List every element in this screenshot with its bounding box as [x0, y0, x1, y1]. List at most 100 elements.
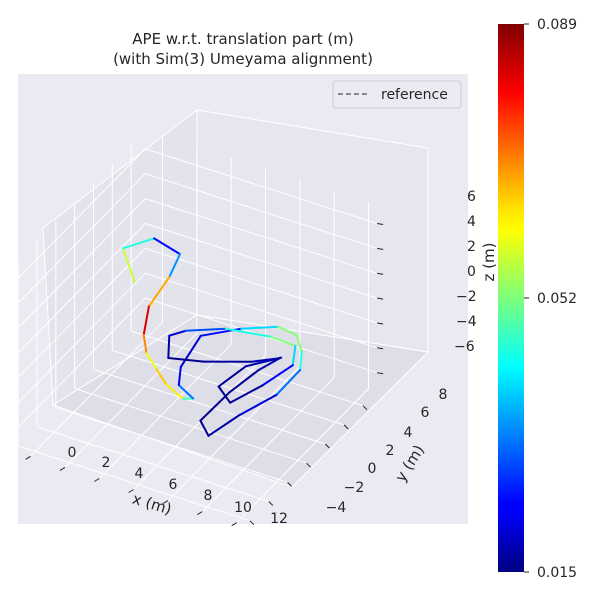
z-tick-label: −4	[456, 314, 477, 330]
ape-segment	[142, 305, 150, 336]
tick-mark	[94, 478, 100, 482]
x-tick-label: 6	[169, 477, 178, 493]
tick-mark	[59, 466, 66, 471]
ape-segment	[261, 364, 294, 387]
grid-line	[133, 355, 266, 490]
ape-segment	[165, 383, 185, 400]
tick-mark	[128, 489, 134, 493]
ape-segment	[217, 385, 232, 404]
ape-segment	[270, 335, 297, 347]
ape-segment	[224, 327, 273, 338]
ape-segment	[229, 384, 264, 404]
x-tick-label: 2	[102, 455, 111, 471]
colorbar-tick-label: 0.089	[537, 17, 577, 33]
z-axis-label: z (m)	[480, 243, 498, 282]
tick-mark	[287, 482, 292, 487]
ape-segment	[199, 419, 210, 437]
grid-line	[64, 332, 198, 468]
ape-segment	[184, 327, 227, 332]
tick-mark	[268, 501, 274, 506]
colorbar-tick-label: 0.015	[537, 565, 577, 581]
legend-reference-label: reference	[381, 87, 448, 103]
grid-line	[13, 198, 146, 334]
ape-segment	[257, 357, 281, 372]
z-tick-label: 4	[467, 214, 476, 230]
tick-mark	[377, 297, 384, 300]
ape-segment	[207, 414, 240, 437]
ape-segment	[121, 237, 156, 250]
ape-segment	[275, 368, 302, 396]
grid-line	[30, 321, 163, 457]
y-tick-label: 8	[439, 387, 448, 403]
y-tick-label: −2	[344, 480, 365, 496]
tick-mark	[343, 424, 349, 430]
ape-segment	[177, 384, 195, 400]
grid-line	[145, 198, 378, 274]
ape-segment	[217, 365, 247, 388]
grid-line	[145, 223, 378, 299]
x-tick-label: 12	[270, 511, 288, 527]
ape-segment	[240, 325, 280, 330]
x-tick-label: 4	[135, 466, 144, 482]
z-tick-label: 6	[467, 189, 476, 205]
grid-line	[13, 272, 146, 408]
z-tick-label: −6	[454, 339, 475, 355]
tick-mark	[377, 223, 384, 225]
colorbar	[498, 24, 524, 572]
tick-mark	[377, 372, 384, 375]
y-tick-label: 4	[404, 425, 413, 441]
grid-line	[98, 343, 232, 479]
tick-mark	[306, 462, 311, 468]
axis-ticks	[25, 223, 384, 527]
grid-line	[145, 247, 378, 324]
tick-mark	[249, 520, 255, 526]
grid-line	[112, 349, 345, 426]
z-tick-label: 0	[467, 264, 476, 280]
z-tick-label: 2	[467, 239, 476, 255]
grid-line	[17, 445, 251, 522]
grid-line	[145, 148, 378, 224]
y-tick-label: 2	[386, 443, 395, 459]
tick-mark	[377, 272, 384, 275]
ape-segment	[167, 334, 171, 359]
grid-line	[55, 407, 288, 483]
grid-line	[236, 388, 369, 524]
tick-mark	[162, 500, 169, 505]
ape-segment	[295, 334, 303, 353]
ape-segment	[199, 391, 231, 422]
z-tick-label: −2	[456, 289, 477, 305]
grid-lines	[13, 135, 378, 524]
tick-mark	[377, 322, 384, 325]
ape-segment	[291, 344, 297, 367]
ape-segment	[179, 334, 202, 368]
ape-segment	[168, 329, 187, 337]
tick-mark	[197, 511, 203, 516]
ape-segment	[145, 352, 158, 370]
ape-segment	[228, 369, 260, 394]
ape-segment	[277, 325, 298, 336]
grid-line	[74, 388, 307, 464]
grid-line	[201, 377, 335, 512]
ape-segment	[168, 253, 181, 278]
tick-mark	[25, 455, 31, 460]
grid-line	[145, 173, 378, 249]
x-tick-label: 10	[234, 500, 252, 516]
legend: reference	[332, 80, 462, 109]
grid-line	[13, 223, 146, 358]
grid-line	[93, 368, 326, 445]
tick-mark	[377, 247, 384, 250]
grid-line	[36, 426, 269, 502]
ape-segment	[155, 368, 168, 386]
ape-segment	[167, 357, 205, 363]
y-tick-label: 0	[368, 461, 377, 477]
tick-mark	[362, 405, 368, 411]
colorbar-tick-label: 0.052	[537, 291, 577, 307]
grid-line	[13, 297, 146, 433]
grid-line	[167, 366, 301, 501]
tick-mark	[377, 347, 384, 350]
ape-segment	[142, 333, 148, 355]
chart-title-line2: (with Sim(3) Umeyama alignment)	[113, 50, 373, 68]
ape-segment	[237, 393, 278, 417]
legend-box	[332, 80, 462, 109]
